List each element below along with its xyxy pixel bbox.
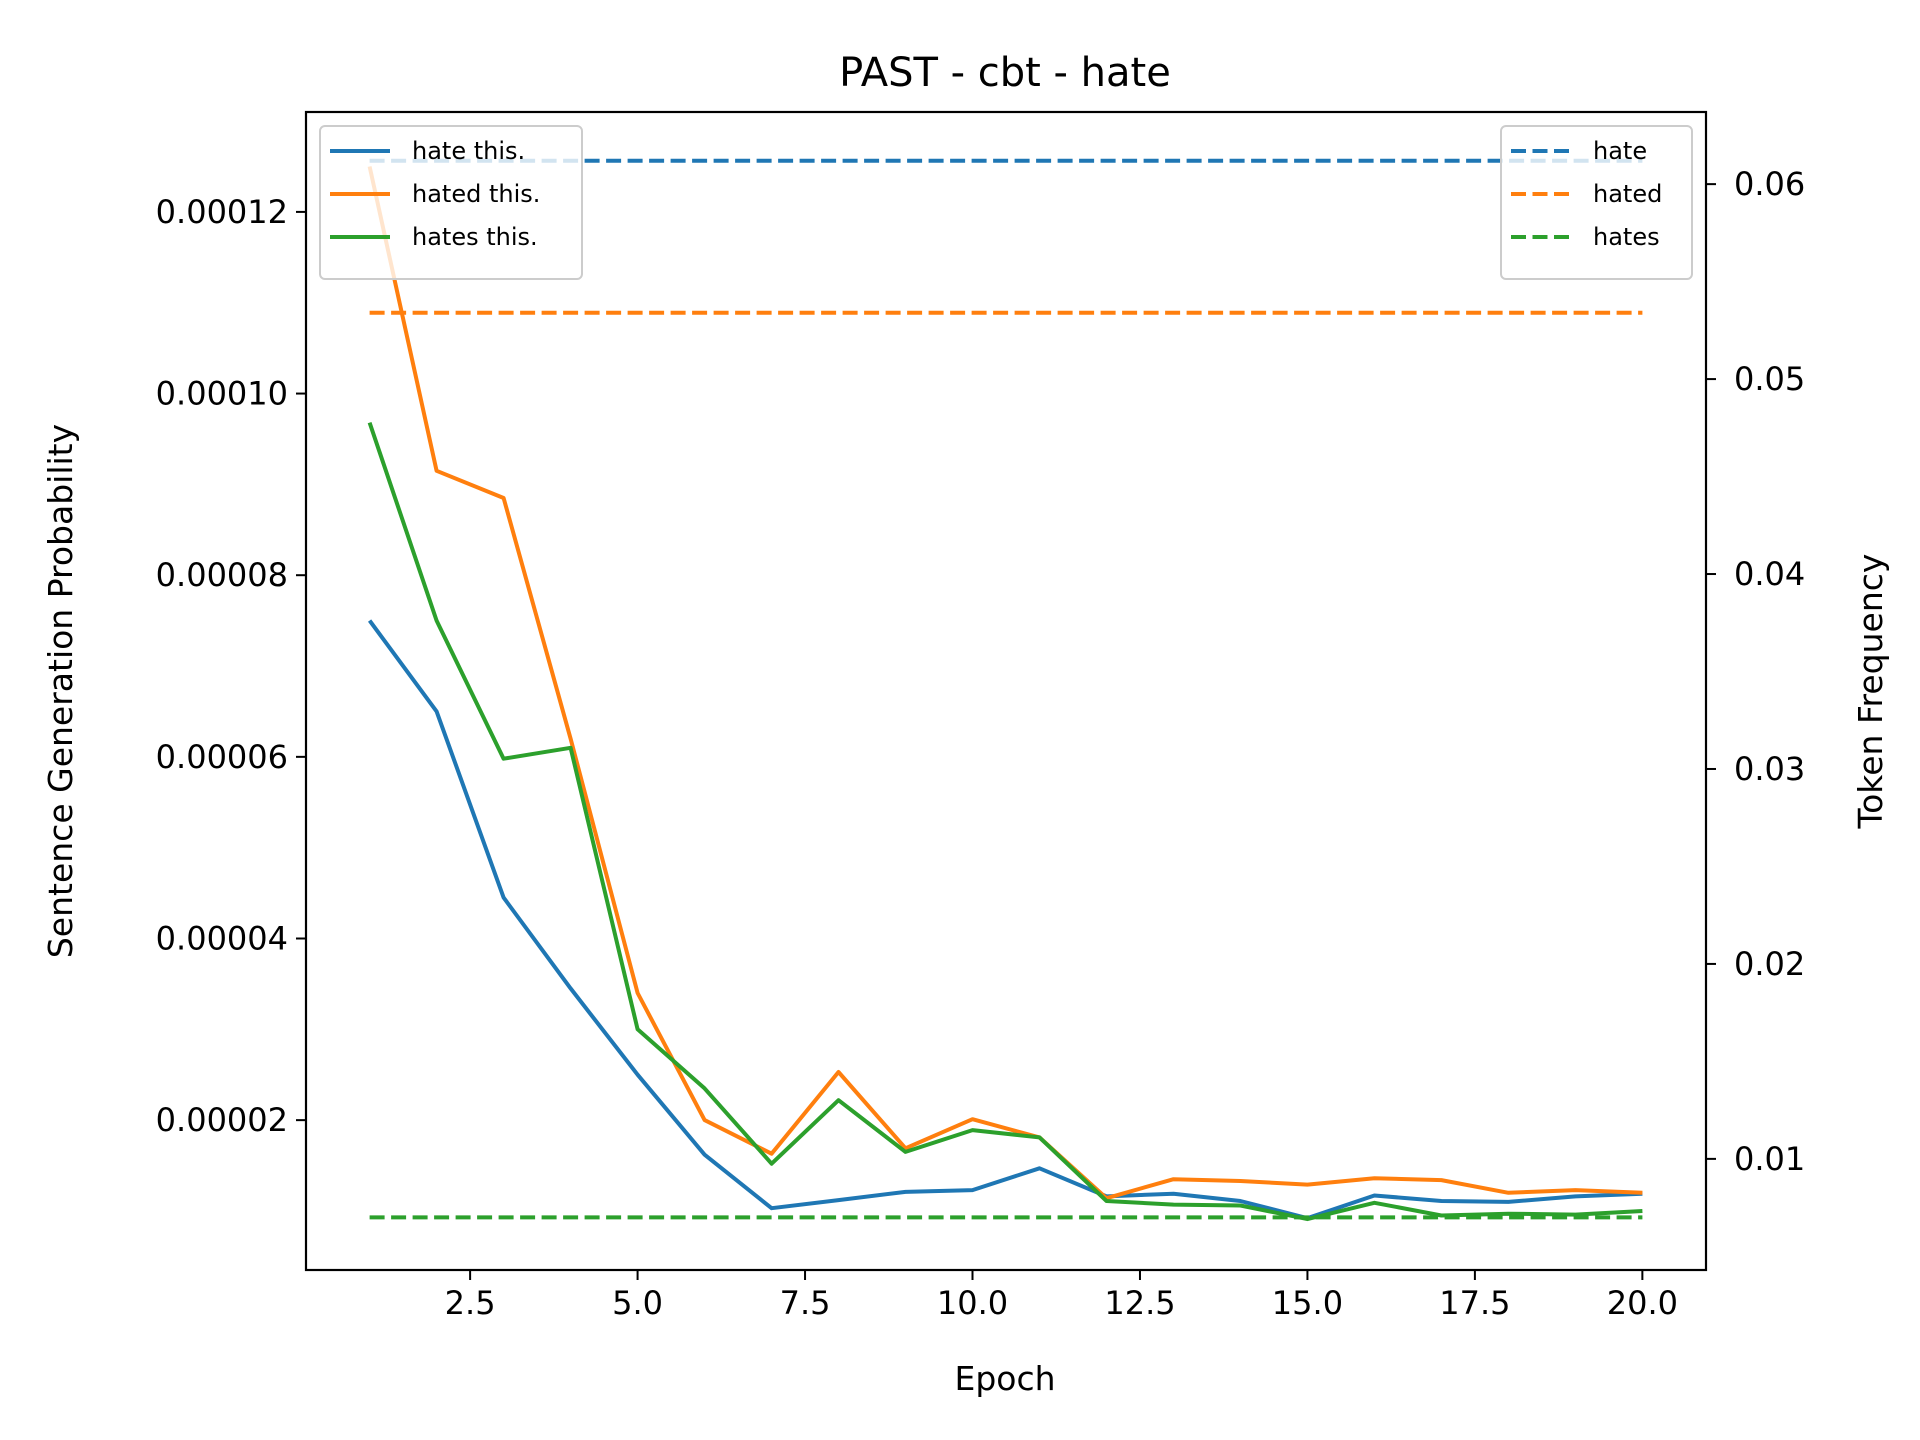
y-tick-label: 0.00002 — [156, 1101, 288, 1139]
x-tick-label: 20.0 — [1607, 1284, 1678, 1322]
x-tick-label: 5.0 — [612, 1284, 663, 1322]
series-line-hates-this-probability — [367, 421, 1643, 1222]
legend-label: hate this. — [412, 137, 525, 165]
series-line-hate-this-probability — [367, 619, 1643, 1221]
x-tick-label: 10.0 — [937, 1284, 1008, 1322]
x-tick-label: 7.5 — [780, 1284, 831, 1322]
x-tick-label: 2.5 — [445, 1284, 496, 1322]
legend-label: hated — [1593, 180, 1662, 208]
y-tick-label: 0.00006 — [156, 738, 288, 776]
y2-tick-label: 0.04 — [1734, 555, 1805, 593]
legend-left: hate this. hated this. hates this. — [319, 125, 583, 280]
plot-area — [367, 158, 1643, 1222]
x-tick-label: 15.0 — [1272, 1284, 1343, 1322]
x-tick-label: 17.5 — [1439, 1284, 1510, 1322]
x-axis: 2.5 5.0 7.5 10.0 12.5 15.0 17.5 20.0 — [445, 1270, 1678, 1322]
legend-label: hate — [1593, 137, 1647, 165]
y2-tick-label: 0.06 — [1734, 165, 1805, 203]
plot-frame — [304, 110, 1708, 1272]
legend-box — [1500, 125, 1693, 280]
x-tick-label: 12.5 — [1104, 1284, 1175, 1322]
y-tick-label: 0.00010 — [156, 375, 288, 413]
chart-title: PAST - cbt - hate — [839, 50, 1171, 96]
y-axis-right: 0.01 0.02 0.03 0.04 0.05 0.06 — [1706, 165, 1805, 1178]
y2-tick-label: 0.02 — [1734, 945, 1805, 983]
y-axis-left: 0.00002 0.00004 0.00006 0.00008 0.00010 0.000… — [156, 193, 306, 1139]
y-axis-title: Sentence Generation Probability — [41, 424, 80, 958]
y-tick-label: 0.00012 — [156, 193, 288, 231]
x-axis-title: Epoch — [954, 1359, 1055, 1398]
y-tick-label: 0.00008 — [156, 556, 288, 594]
series-line-hated-this-probability — [367, 166, 1643, 1201]
y2-tick-label: 0.01 — [1734, 1140, 1805, 1178]
legend-label: hated this. — [412, 180, 540, 208]
legend-label: hates this. — [412, 223, 538, 251]
legend-right: hate hated hates — [1500, 125, 1693, 280]
legend-label: hates — [1593, 223, 1660, 251]
y2-axis-title: Token Frequency — [1851, 554, 1890, 830]
y-tick-label: 0.00004 — [156, 919, 288, 957]
y2-tick-label: 0.03 — [1734, 750, 1805, 788]
y2-tick-label: 0.05 — [1734, 360, 1805, 398]
legend-box — [319, 125, 583, 280]
